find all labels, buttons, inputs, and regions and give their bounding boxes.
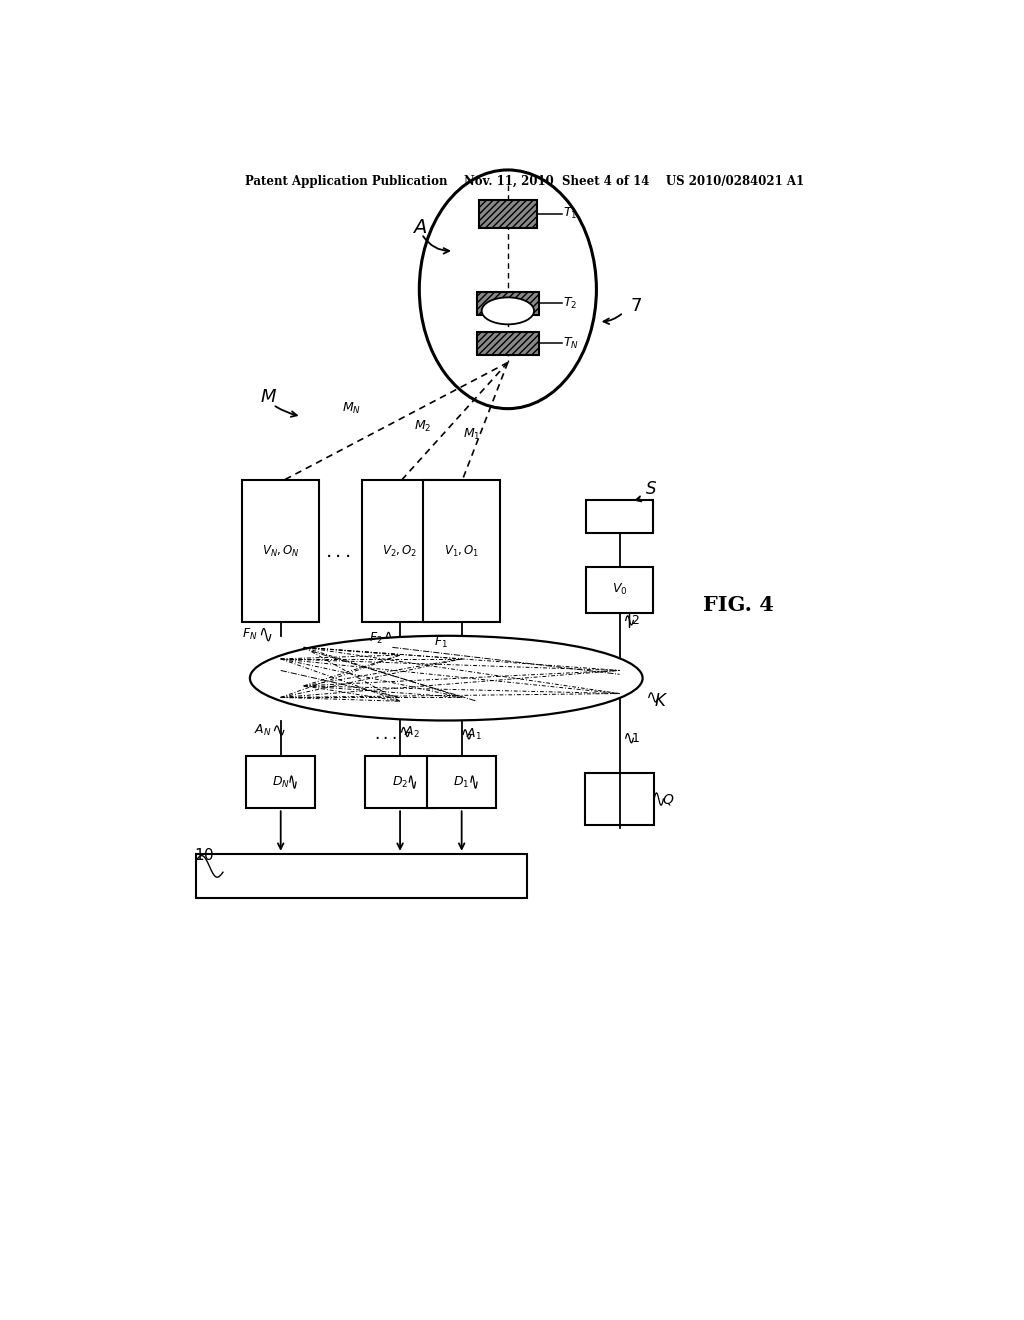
Text: $F_2$: $F_2$ [370,631,383,645]
Bar [585,774,654,825]
Bar [477,331,539,355]
Text: $D_N$: $D_N$ [271,775,290,789]
Text: $V_1, O_1$: $V_1, O_1$ [444,544,479,558]
Text: $Q$: $Q$ [662,792,674,807]
Text: $A_N$: $A_N$ [254,723,271,738]
Text: $T_1$: $T_1$ [563,206,578,222]
Text: $V_N, O_N$: $V_N, O_N$ [262,544,300,558]
Text: $2$: $2$ [631,614,640,627]
Ellipse shape [250,636,643,721]
Text: $A_1$: $A_1$ [466,727,481,742]
Text: $D_1$: $D_1$ [454,775,470,789]
Bar [246,756,315,808]
Text: $F_N$: $F_N$ [242,627,258,643]
Text: $1$: $1$ [631,731,640,744]
Text: $T_N$: $T_N$ [563,335,580,351]
Bar [477,292,539,314]
Text: $V_0$: $V_0$ [611,582,628,597]
Bar [586,500,653,533]
Bar [423,480,500,622]
Ellipse shape [481,297,535,325]
Text: $V_2, O_2$: $V_2, O_2$ [382,544,418,558]
Text: $M$: $M$ [260,388,276,407]
Text: $D_2$: $D_2$ [392,775,409,789]
Text: $10$: $10$ [194,847,214,863]
Bar [479,199,537,227]
Text: $7$: $7$ [630,297,641,315]
Text: $T_2$: $T_2$ [563,296,578,310]
Bar [366,756,435,808]
Bar [243,480,319,622]
Text: $A$: $A$ [412,218,427,238]
Text: $M_N$: $M_N$ [342,401,361,416]
Text: $F_1$: $F_1$ [434,635,447,649]
Text: $M_2$: $M_2$ [414,418,431,434]
Text: $A_2$: $A_2$ [403,725,420,739]
Text: Patent Application Publication    Nov. 11, 2010  Sheet 4 of 14    US 2010/028402: Patent Application Publication Nov. 11, … [245,176,805,187]
Bar [361,480,438,622]
Bar [196,854,527,899]
Text: $S$: $S$ [645,480,657,499]
Text: $...$: $...$ [374,726,396,743]
Text: $M_1$: $M_1$ [463,426,480,442]
Bar [427,756,497,808]
Text: $...$: $...$ [326,541,351,561]
Text: FIG. 4: FIG. 4 [703,595,774,615]
Bar [586,566,653,612]
Ellipse shape [419,170,596,409]
Text: $K$: $K$ [654,692,669,710]
